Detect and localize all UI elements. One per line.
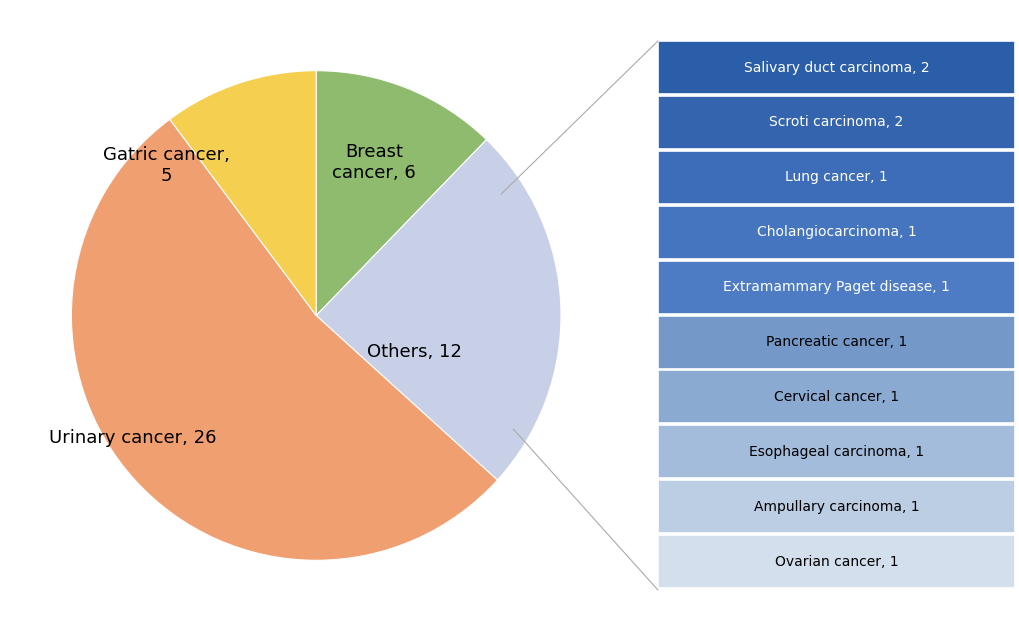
Text: Esophageal carcinoma, 1: Esophageal carcinoma, 1 [748, 445, 923, 459]
Text: Salivary duct carcinoma, 2: Salivary duct carcinoma, 2 [743, 61, 928, 74]
Text: Cholangiocarcinoma, 1: Cholangiocarcinoma, 1 [756, 225, 915, 239]
Wedge shape [316, 71, 486, 316]
Text: Cervical cancer, 1: Cervical cancer, 1 [773, 390, 898, 404]
Text: Ampullary carcinoma, 1: Ampullary carcinoma, 1 [753, 500, 918, 514]
Text: Breast
cancer, 6: Breast cancer, 6 [332, 143, 416, 182]
Text: Extramammary Paget disease, 1: Extramammary Paget disease, 1 [722, 280, 949, 294]
Wedge shape [316, 139, 560, 480]
Text: Pancreatic cancer, 1: Pancreatic cancer, 1 [765, 335, 906, 349]
Text: Scroti carcinoma, 2: Scroti carcinoma, 2 [768, 115, 903, 129]
Text: Others, 12: Others, 12 [366, 343, 462, 361]
Text: Urinary cancer, 26: Urinary cancer, 26 [49, 429, 216, 447]
Text: Gatric cancer,
5: Gatric cancer, 5 [103, 146, 229, 185]
Wedge shape [71, 119, 497, 560]
Text: Ovarian cancer, 1: Ovarian cancer, 1 [773, 555, 898, 569]
Text: Lung cancer, 1: Lung cancer, 1 [785, 170, 887, 184]
Wedge shape [169, 71, 316, 316]
